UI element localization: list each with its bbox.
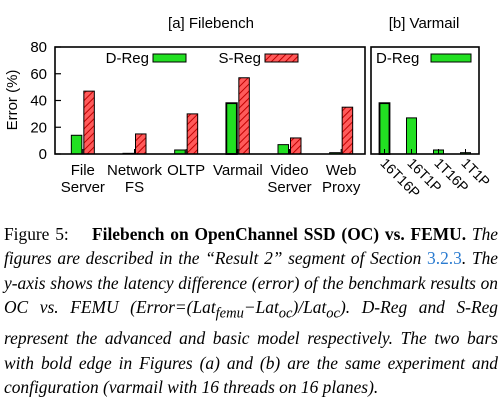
chart-a-title: [a] Filebench xyxy=(168,15,254,32)
error-formula: (Error=(Latfemu−Latoc)/Latoc). xyxy=(130,297,351,322)
legend-a-dreg-swatch xyxy=(152,53,187,63)
chart-a-xtick-label: File xyxy=(71,162,95,179)
legend-a-sreg-label: S-Reg xyxy=(218,50,261,67)
bar-a-d-reg-0 xyxy=(70,134,83,155)
chart-b-frame xyxy=(370,46,480,155)
chart-a-xtick-label: FS xyxy=(125,179,144,196)
chart-a-legend: D-Reg S-Reg xyxy=(106,50,299,67)
legend-b-dreg-swatch xyxy=(430,53,472,63)
caption-text-2: . The y-axis shows the latency differenc… xyxy=(4,248,498,318)
chart-a-xtick-label: OLTP xyxy=(167,162,205,179)
chart-b-legend: D-Reg xyxy=(376,50,472,67)
chart-a-xtick-label: Server xyxy=(61,179,105,196)
section-link[interactable]: 3.2.3 xyxy=(427,248,462,269)
chart-a-ytick-label: 20 xyxy=(30,119,47,136)
bar-a-s-reg-4 xyxy=(290,137,302,155)
bar-b-dreg-0 xyxy=(378,102,391,155)
chart-a-xtick-label: Server xyxy=(267,179,311,196)
chart-b-title: [b] Varmail xyxy=(389,15,460,32)
chart-a-yticks: 0 20 40 60 80 xyxy=(30,39,61,163)
figure-caption: Figure 5: Filebench on OpenChannel SSD (… xyxy=(4,222,498,399)
chart-a-ytick-label: 60 xyxy=(30,66,47,83)
bar-a-s-reg-3 xyxy=(238,77,250,155)
chart-a-ytick-label: 40 xyxy=(30,93,47,110)
chart-a-xtick-label: Proxy xyxy=(322,179,361,196)
chart-a-bars xyxy=(70,77,354,155)
chart-a-ylabel: Error (%) xyxy=(4,70,21,131)
bar-a-s-reg-1 xyxy=(135,133,147,155)
chart-a-frame xyxy=(54,46,366,155)
legend-a-dreg-label: D-Reg xyxy=(106,50,149,67)
chart-a-xtick-label: Network xyxy=(107,162,163,179)
caption-label: Figure 5: xyxy=(4,224,69,244)
chart-a-xtick-label: Varmail xyxy=(213,162,263,179)
bar-b-dreg-1 xyxy=(406,117,417,155)
caption-text-3: D-Reg and S-Reg represent the advanced a… xyxy=(4,297,498,397)
legend-b-dreg-label: D-Reg xyxy=(376,50,419,67)
legend-a-sreg-swatch xyxy=(264,53,299,63)
chart-a-ytick-label: 0 xyxy=(39,146,47,163)
bar-a-d-reg-4 xyxy=(277,144,289,155)
bar-a-d-reg-3 xyxy=(225,102,238,155)
chart-b-bars xyxy=(378,102,471,155)
bar-a-s-reg-5 xyxy=(341,106,354,155)
caption-text-1: The figures are described in the “Result… xyxy=(4,224,498,269)
bar-a-s-reg-0 xyxy=(83,90,95,155)
chart-a-xtick-label: Web xyxy=(326,162,357,179)
chart-a-xtick-label: Video xyxy=(270,162,308,179)
chart-a-ytick-label: 80 xyxy=(30,39,47,56)
bar-a-s-reg-2 xyxy=(186,113,199,155)
caption-title: Filebench on OpenChannel SSD (OC) vs. FE… xyxy=(92,224,467,244)
